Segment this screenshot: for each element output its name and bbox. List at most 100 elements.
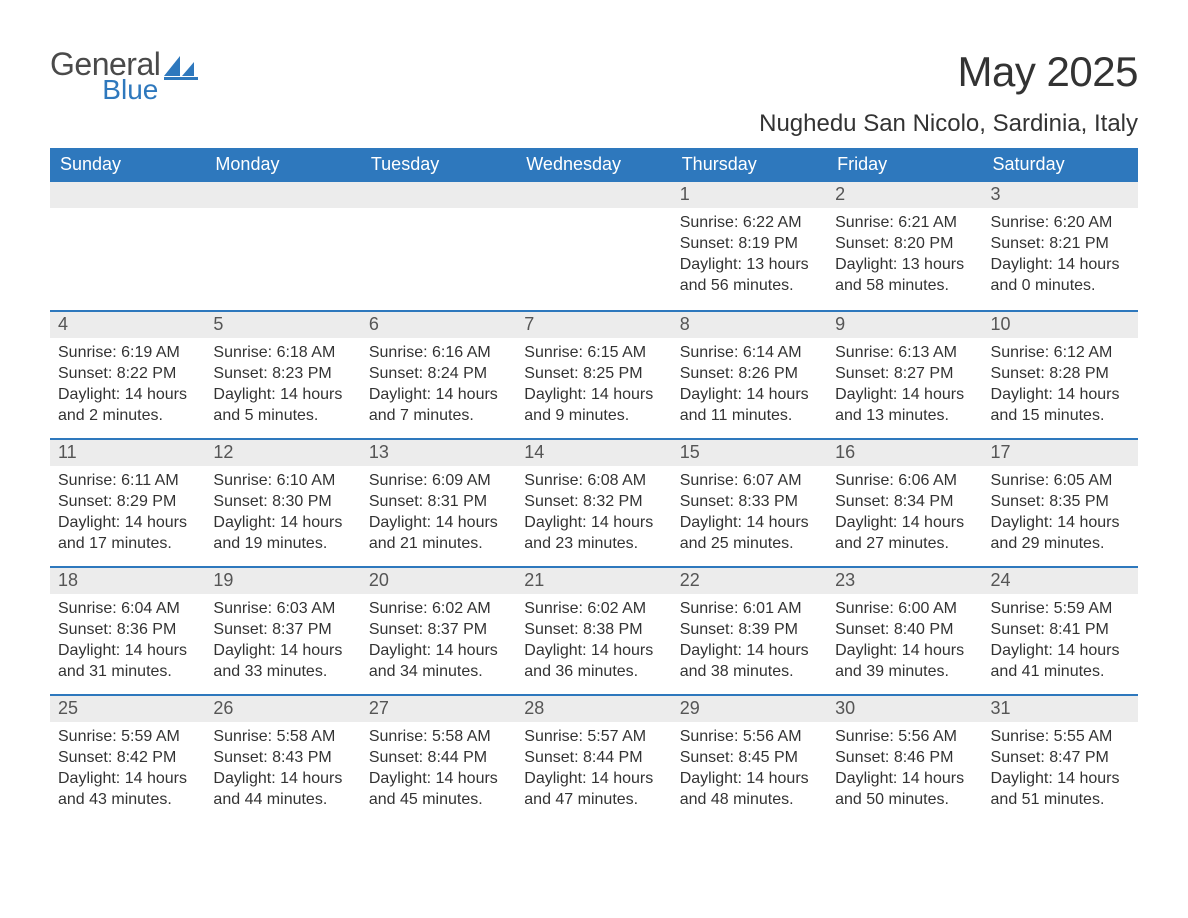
sunset-text: Sunset: 8:46 PM <box>835 747 974 768</box>
sunset-text: Sunset: 8:20 PM <box>835 233 974 254</box>
sunrise-text: Sunrise: 5:55 AM <box>991 726 1130 747</box>
sunset-text: Sunset: 8:36 PM <box>58 619 197 640</box>
day-body: Sunrise: 5:57 AMSunset: 8:44 PMDaylight:… <box>516 722 671 818</box>
day-number: 9 <box>827 312 982 338</box>
day-body: Sunrise: 6:03 AMSunset: 8:37 PMDaylight:… <box>205 594 360 690</box>
day-cell: 2 Sunrise: 6:21 AMSunset: 8:20 PMDaylight… <box>827 182 982 310</box>
day-body: Sunrise: 6:11 AMSunset: 8:29 PMDaylight:… <box>50 466 205 562</box>
day-body: Sunrise: 5:56 AMSunset: 8:46 PMDaylight:… <box>827 722 982 818</box>
sunset-text: Sunset: 8:44 PM <box>524 747 663 768</box>
sunset-text: Sunset: 8:42 PM <box>58 747 197 768</box>
day-number: 5 <box>205 312 360 338</box>
day-body: Sunrise: 6:01 AMSunset: 8:39 PMDaylight:… <box>672 594 827 690</box>
daylight-text: Daylight: 14 hours and 45 minutes. <box>369 768 508 810</box>
day-cell: 17Sunrise: 6:05 AMSunset: 8:35 PMDayligh… <box>983 440 1138 566</box>
daylight-text: Daylight: 14 hours and 50 minutes. <box>835 768 974 810</box>
daylight-text: Daylight: 14 hours and 25 minutes. <box>680 512 819 554</box>
day-cell: 14Sunrise: 6:08 AMSunset: 8:32 PMDayligh… <box>516 440 671 566</box>
daylight-text: Daylight: 14 hours and 21 minutes. <box>369 512 508 554</box>
day-body: Sunrise: 5:55 AMSunset: 8:47 PMDaylight:… <box>983 722 1138 818</box>
sunrise-text: Sunrise: 6:16 AM <box>369 342 508 363</box>
sunset-text: Sunset: 8:21 PM <box>991 233 1130 254</box>
day-number: 1 <box>672 182 827 208</box>
day-cell: 18Sunrise: 6:04 AMSunset: 8:36 PMDayligh… <box>50 568 205 694</box>
daylight-text: Daylight: 14 hours and 39 minutes. <box>835 640 974 682</box>
day-number: 29 <box>672 696 827 722</box>
sunrise-text: Sunrise: 6:21 AM <box>835 212 974 233</box>
sunrise-text: Sunrise: 6:14 AM <box>680 342 819 363</box>
daylight-text: Daylight: 14 hours and 41 minutes. <box>991 640 1130 682</box>
day-number: 8 <box>672 312 827 338</box>
daylight-text: Daylight: 14 hours and 38 minutes. <box>680 640 819 682</box>
day-body: Sunrise: 6:08 AMSunset: 8:32 PMDaylight:… <box>516 466 671 562</box>
day-cell: 24Sunrise: 5:59 AMSunset: 8:41 PMDayligh… <box>983 568 1138 694</box>
day-number: 26 <box>205 696 360 722</box>
dow-sunday: Sunday <box>50 148 205 182</box>
sunset-text: Sunset: 8:41 PM <box>991 619 1130 640</box>
sunset-text: Sunset: 8:26 PM <box>680 363 819 384</box>
daylight-text: Daylight: 14 hours and 48 minutes. <box>680 768 819 810</box>
daylight-text: Daylight: 14 hours and 36 minutes. <box>524 640 663 682</box>
sunset-text: Sunset: 8:24 PM <box>369 363 508 384</box>
sunset-text: Sunset: 8:40 PM <box>835 619 974 640</box>
day-number: 23 <box>827 568 982 594</box>
sunset-text: Sunset: 8:38 PM <box>524 619 663 640</box>
daylight-text: Daylight: 14 hours and 2 minutes. <box>58 384 197 426</box>
sunrise-text: Sunrise: 5:59 AM <box>58 726 197 747</box>
sunrise-text: Sunrise: 5:58 AM <box>369 726 508 747</box>
day-body: Sunrise: 6:07 AMSunset: 8:33 PMDaylight:… <box>672 466 827 562</box>
dow-thursday: Thursday <box>672 148 827 182</box>
day-cell: 22Sunrise: 6:01 AMSunset: 8:39 PMDayligh… <box>672 568 827 694</box>
daylight-text: Daylight: 14 hours and 34 minutes. <box>369 640 508 682</box>
day-cell: 23Sunrise: 6:00 AMSunset: 8:40 PMDayligh… <box>827 568 982 694</box>
daylight-text: Daylight: 14 hours and 17 minutes. <box>58 512 197 554</box>
day-number: 2 <box>827 182 982 208</box>
sunrise-text: Sunrise: 6:02 AM <box>524 598 663 619</box>
day-number <box>50 182 205 208</box>
day-number: 14 <box>516 440 671 466</box>
sunrise-text: Sunrise: 6:18 AM <box>213 342 352 363</box>
day-number: 11 <box>50 440 205 466</box>
sunset-text: Sunset: 8:23 PM <box>213 363 352 384</box>
day-body: Sunrise: 5:59 AMSunset: 8:41 PMDaylight:… <box>983 594 1138 690</box>
sunrise-text: Sunrise: 6:02 AM <box>369 598 508 619</box>
sunset-text: Sunset: 8:29 PM <box>58 491 197 512</box>
day-body: Sunrise: 6:09 AMSunset: 8:31 PMDaylight:… <box>361 466 516 562</box>
sunset-text: Sunset: 8:25 PM <box>524 363 663 384</box>
daylight-text: Daylight: 13 hours and 58 minutes. <box>835 254 974 296</box>
sunrise-text: Sunrise: 5:59 AM <box>991 598 1130 619</box>
day-number: 15 <box>672 440 827 466</box>
dow-wednesday: Wednesday <box>516 148 671 182</box>
sunset-text: Sunset: 8:33 PM <box>680 491 819 512</box>
sunrise-text: Sunrise: 6:07 AM <box>680 470 819 491</box>
day-number: 6 <box>361 312 516 338</box>
daylight-text: Daylight: 14 hours and 7 minutes. <box>369 384 508 426</box>
dow-tuesday: Tuesday <box>361 148 516 182</box>
day-cell: 16Sunrise: 6:06 AMSunset: 8:34 PMDayligh… <box>827 440 982 566</box>
daylight-text: Daylight: 14 hours and 23 minutes. <box>524 512 663 554</box>
day-cell: 9Sunrise: 6:13 AMSunset: 8:27 PMDaylight… <box>827 312 982 438</box>
daylight-text: Daylight: 14 hours and 15 minutes. <box>991 384 1130 426</box>
day-cell: 5Sunrise: 6:18 AMSunset: 8:23 PMDaylight… <box>205 312 360 438</box>
day-body: Sunrise: 6:13 AMSunset: 8:27 PMDaylight:… <box>827 338 982 434</box>
daylight-text: Daylight: 14 hours and 51 minutes. <box>991 768 1130 810</box>
day-body: Sunrise: 6:02 AMSunset: 8:38 PMDaylight:… <box>516 594 671 690</box>
daylight-text: Daylight: 14 hours and 13 minutes. <box>835 384 974 426</box>
day-cell: 26Sunrise: 5:58 AMSunset: 8:43 PMDayligh… <box>205 696 360 822</box>
day-number <box>205 182 360 208</box>
sunset-text: Sunset: 8:37 PM <box>369 619 508 640</box>
sunrise-text: Sunrise: 6:11 AM <box>58 470 197 491</box>
day-number: 24 <box>983 568 1138 594</box>
day-body: Sunrise: 5:58 AMSunset: 8:43 PMDaylight:… <box>205 722 360 818</box>
day-cell: 6 Sunrise: 6:16 AMSunset: 8:24 PMDaylight… <box>361 312 516 438</box>
logo: General Blue <box>50 48 198 104</box>
calendar: Sunday Monday Tuesday Wednesday Thursday… <box>50 148 1138 822</box>
sunset-text: Sunset: 8:27 PM <box>835 363 974 384</box>
day-number: 25 <box>50 696 205 722</box>
sunset-text: Sunset: 8:22 PM <box>58 363 197 384</box>
day-cell: 20Sunrise: 6:02 AMSunset: 8:37 PMDayligh… <box>361 568 516 694</box>
day-body: Sunrise: 6:04 AMSunset: 8:36 PMDaylight:… <box>50 594 205 690</box>
sunrise-text: Sunrise: 5:58 AM <box>213 726 352 747</box>
day-cell <box>205 182 360 310</box>
day-number: 30 <box>827 696 982 722</box>
